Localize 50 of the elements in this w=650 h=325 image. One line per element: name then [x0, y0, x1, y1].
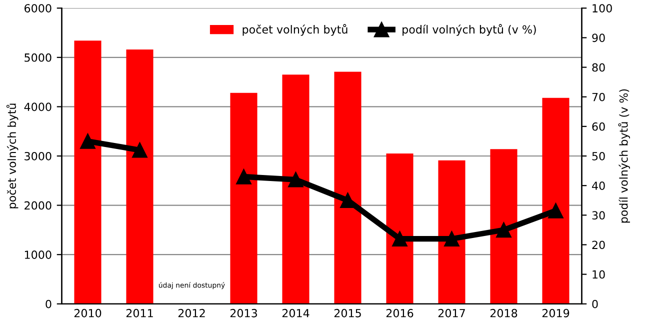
y2-tick-label: 30	[592, 211, 605, 220]
bar	[386, 154, 414, 304]
bar	[490, 149, 518, 304]
y2-tick-label: 90	[592, 34, 605, 42]
point	[236, 169, 252, 184]
point	[132, 142, 148, 158]
x-tick-label: 2015	[334, 308, 361, 318]
point	[548, 203, 564, 218]
y2-tick-label: 40	[592, 182, 605, 190]
bar	[74, 40, 102, 304]
bar	[438, 160, 466, 304]
point	[496, 222, 512, 238]
bar	[126, 50, 154, 304]
x-tick-label: 2017	[438, 308, 465, 318]
x-tick-label: 2014	[282, 308, 310, 318]
x-tick-label: 2019	[542, 308, 570, 318]
bar	[334, 72, 362, 304]
y2-axis-title: podíl volných bytů (v %)	[618, 89, 630, 223]
x-tick-label: 2016	[386, 308, 414, 318]
bar	[282, 74, 310, 304]
y-tick-label: 0	[46, 300, 52, 308]
y2-tick-label: 60	[592, 122, 605, 131]
y-tick-label: 6000	[24, 4, 52, 13]
y2-tick-label: 80	[592, 63, 605, 72]
point	[340, 192, 356, 208]
y-tick-label: 5000	[24, 53, 52, 62]
x-tick-label: 2018	[490, 308, 518, 318]
point	[444, 231, 460, 246]
point	[288, 172, 304, 188]
point	[392, 231, 408, 246]
y2-tick-label: 0	[592, 300, 598, 308]
y-tick-label: 1000	[24, 250, 52, 259]
y2-tick-label: 50	[592, 152, 605, 160]
y2-tick-label: 100	[592, 4, 612, 13]
bar	[230, 92, 258, 304]
bar	[542, 98, 570, 304]
y-tick-label: 2000	[24, 201, 52, 210]
x-tick-label: 2012	[178, 308, 205, 318]
y2-tick-label: 70	[592, 92, 605, 102]
point	[80, 134, 96, 149]
y-tick-label: 3000	[24, 152, 52, 160]
y-tick-label: 4000	[24, 102, 52, 112]
legend-label: podíl volných bytů (v %)	[402, 24, 536, 36]
y2-tick-label: 10	[592, 270, 605, 279]
x-tick-label: 2013	[230, 308, 257, 318]
legend-label: počet volných bytů	[242, 24, 348, 36]
y2-tick-label: 20	[592, 240, 605, 250]
x-tick-label: 2011	[126, 308, 153, 318]
x-tick-label: 2010	[74, 308, 102, 318]
y-axis-title: počet volných bytů	[6, 104, 18, 208]
